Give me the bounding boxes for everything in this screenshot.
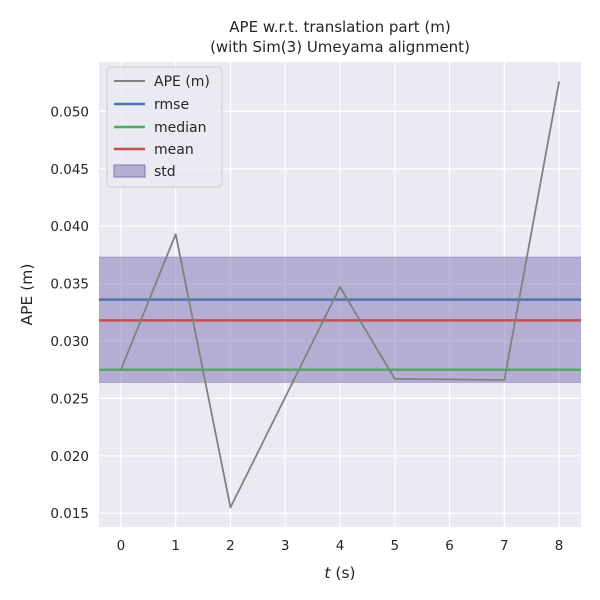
x-axis-label: t (s) <box>324 564 355 582</box>
x-axis-variable: t <box>324 564 331 582</box>
x-tick-label: 3 <box>281 538 290 554</box>
legend-label-median: median <box>154 120 206 136</box>
x-tick-label: 7 <box>500 538 509 554</box>
legend-label-mean: mean <box>154 142 194 158</box>
chart-title: APE w.r.t. translation part (m) <box>229 18 450 36</box>
y-tick-label: 0.035 <box>50 277 89 293</box>
legend-box <box>106 66 223 188</box>
y-tick-label: 0.045 <box>50 162 89 178</box>
y-tick-labels: 0.015 0.020 0.025 0.030 0.035 0.040 0.045 0.050 <box>50 104 89 522</box>
y-tick-label: 0.040 <box>50 219 89 235</box>
y-axis-label: APE (m) <box>18 264 36 326</box>
x-tick-label: 8 <box>555 538 564 554</box>
x-tick-label: 0 <box>117 538 126 554</box>
x-tick-label: 4 <box>336 538 345 554</box>
y-tick-label: 0.020 <box>50 449 89 465</box>
legend-label-rmse: rmse <box>154 97 189 113</box>
stat-lines <box>99 298 581 371</box>
x-tick-label: 6 <box>445 538 454 554</box>
series-layer <box>120 81 560 509</box>
x-tick-label: 2 <box>226 538 235 554</box>
legend-label-std: std <box>154 164 176 180</box>
x-tick-labels: 0 1 2 3 4 5 6 7 8 <box>117 538 564 554</box>
y-tick-label: 0.050 <box>50 104 89 120</box>
legend-label-ape: APE (m) <box>154 74 210 90</box>
y-tick-label: 0.030 <box>50 334 89 350</box>
legend: APE (m) rmse median mean std <box>106 66 223 188</box>
x-axis-unit: (s) <box>330 564 355 582</box>
chart-subtitle: (with Sim(3) Umeyama alignment) <box>210 38 470 56</box>
y-tick-label: 0.015 <box>50 506 89 522</box>
y-tick-label: 0.025 <box>50 391 89 407</box>
x-tick-label: 5 <box>390 538 399 554</box>
x-tick-label: 1 <box>171 538 180 554</box>
ape-series-line <box>120 81 560 509</box>
legend-swatch-std <box>113 164 146 178</box>
